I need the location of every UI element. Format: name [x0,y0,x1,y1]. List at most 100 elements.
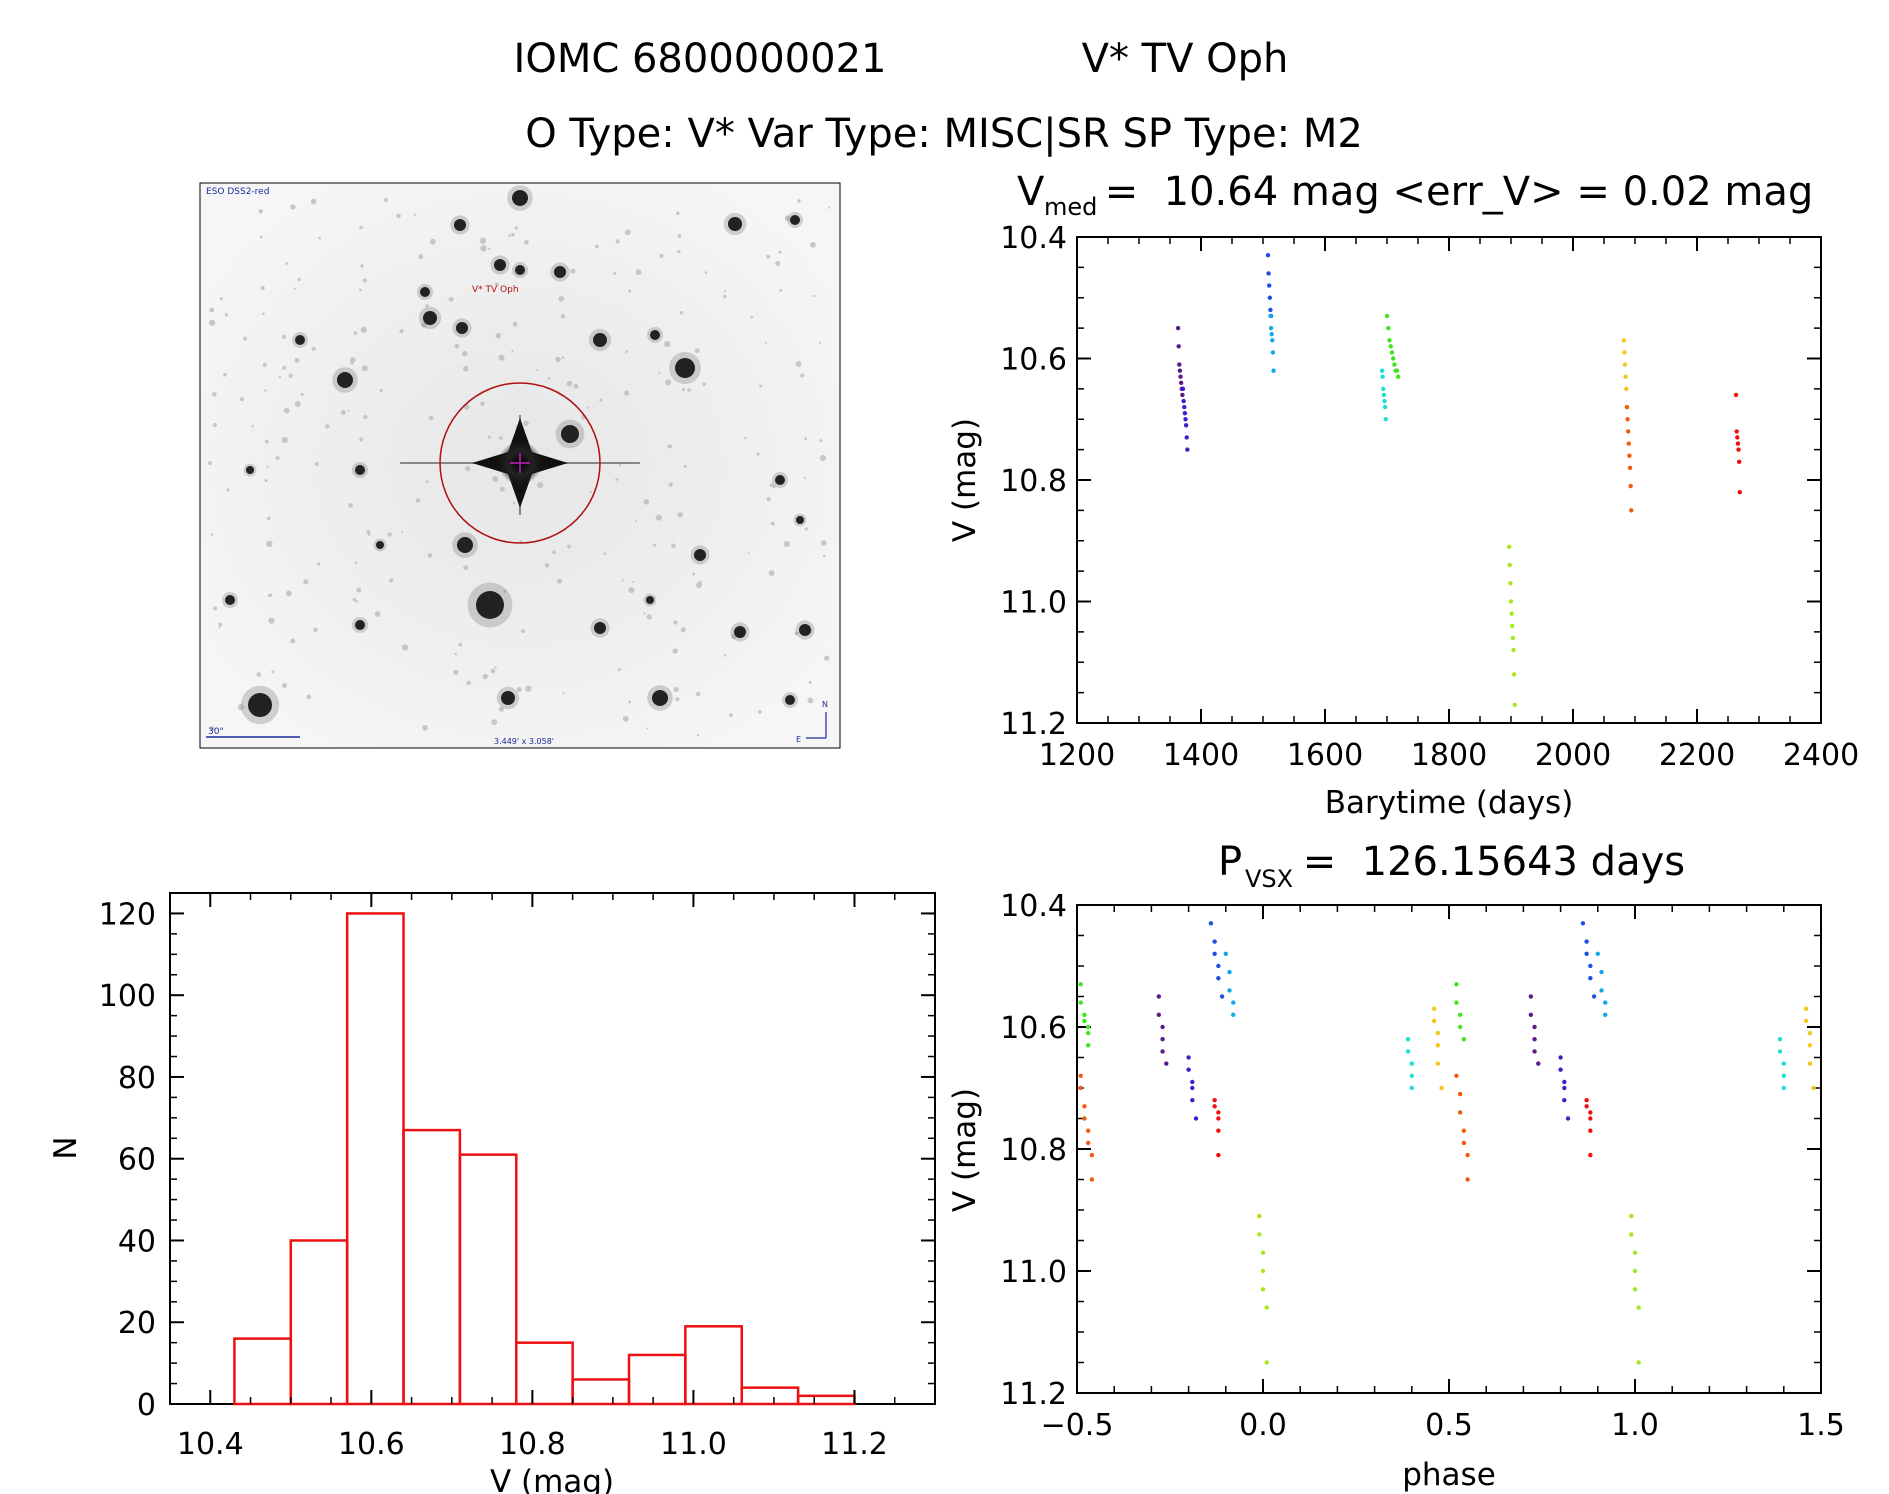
faint-star [271,670,275,674]
phase-point [1405,1049,1411,1054]
light-curve-point [1267,283,1272,288]
phase-point [1160,1037,1165,1042]
faint-star [673,686,679,692]
faint-star [655,514,662,521]
faint-star [803,476,806,479]
star [694,549,706,561]
phase-point [1409,1061,1415,1066]
x-tick-label: 1.5 [1797,1408,1845,1443]
light-curve-ylabel: V (mag) [947,418,983,542]
x-tick-label: 10.4 [177,1427,244,1462]
light-curve-point [1511,672,1517,677]
faint-star [589,490,592,493]
faint-star [429,238,436,245]
x-tick-label: 1200 [1039,738,1115,773]
faint-star [687,388,691,392]
phase-point [1465,1152,1470,1158]
faint-star [256,672,262,677]
faint-star [672,648,678,654]
faint-star [352,597,357,602]
faint-star [819,439,823,443]
faint-star [696,734,700,737]
light-curve-point [1389,350,1395,355]
histogram-bar [740,1386,800,1406]
phase-point [1085,1140,1091,1146]
x-tick-label: 2400 [1783,738,1859,773]
faint-star [303,579,309,585]
star [515,265,525,275]
phase-point [1405,1037,1411,1042]
x-tick-label: 0.5 [1425,1408,1473,1443]
y-tick-label: 10.4 [1000,889,1067,924]
faint-star [300,393,304,397]
phase-point [1562,1098,1567,1103]
light-curve-point [1737,489,1742,495]
light-curve-point [1183,423,1189,428]
light-curve-point [1175,325,1181,331]
star [494,259,506,271]
y-tick-label: 100 [99,979,156,1014]
faint-star [264,389,267,392]
star [775,475,785,485]
faint-star [524,240,529,245]
light-curve-point [1268,325,1274,331]
faint-star [313,627,318,633]
phase-point [1807,1030,1813,1036]
faint-star [237,703,245,711]
star [734,626,746,638]
light-curve-point [1733,392,1739,398]
object-id-title: IOMC 6800000021 [514,36,887,82]
faint-star [555,356,561,363]
x-tick-label: 10.6 [338,1427,405,1462]
light-curve-point [1384,313,1390,319]
faint-star [290,204,296,210]
faint-star [628,700,632,704]
light-curve-point [1624,404,1630,410]
faint-star [318,236,322,240]
star [456,322,468,334]
faint-star [448,296,454,302]
light-curve-point [1381,392,1387,398]
star [646,596,654,604]
faint-star [218,622,223,627]
light-curve-point [1180,386,1186,392]
faint-star [561,356,565,359]
phase-point [1777,1037,1783,1042]
faint-star [818,341,821,345]
phase-point [1257,1213,1262,1219]
faint-star [812,294,816,298]
phase-point [1216,1110,1221,1115]
faint-star [680,627,686,633]
faint-star [350,360,354,365]
x-tick-label: 1400 [1163,738,1239,773]
phase-ylabel: V (mag) [947,1088,983,1212]
faint-star [488,247,491,250]
light-curve-point [1270,350,1276,355]
faint-star [425,480,429,484]
faint-star [290,638,296,644]
phase-point [1454,1073,1459,1079]
phase-point [1212,939,1217,944]
phase-point [1156,994,1162,999]
phase-point [1078,1073,1083,1079]
star [799,624,811,636]
faint-star [694,348,700,354]
phase-point [1264,1360,1269,1365]
x-tick-label: 2000 [1535,738,1611,773]
faint-star [587,406,590,409]
phase-point [1632,1287,1638,1292]
phase-point [1078,1085,1083,1091]
phase-point [1208,921,1214,926]
histogram-bar [571,1378,631,1406]
faint-star [643,612,646,615]
faint-star [401,644,409,651]
light-curve-title-subscript: med [1044,193,1097,221]
faint-star [347,409,350,412]
y-tick-label: 120 [99,897,156,932]
faint-star [557,578,563,584]
faint-star [503,589,507,594]
phase-point [1085,1030,1091,1036]
faint-star [359,288,362,292]
x-tick-label: 1.0 [1611,1408,1659,1443]
faint-star [675,697,680,702]
